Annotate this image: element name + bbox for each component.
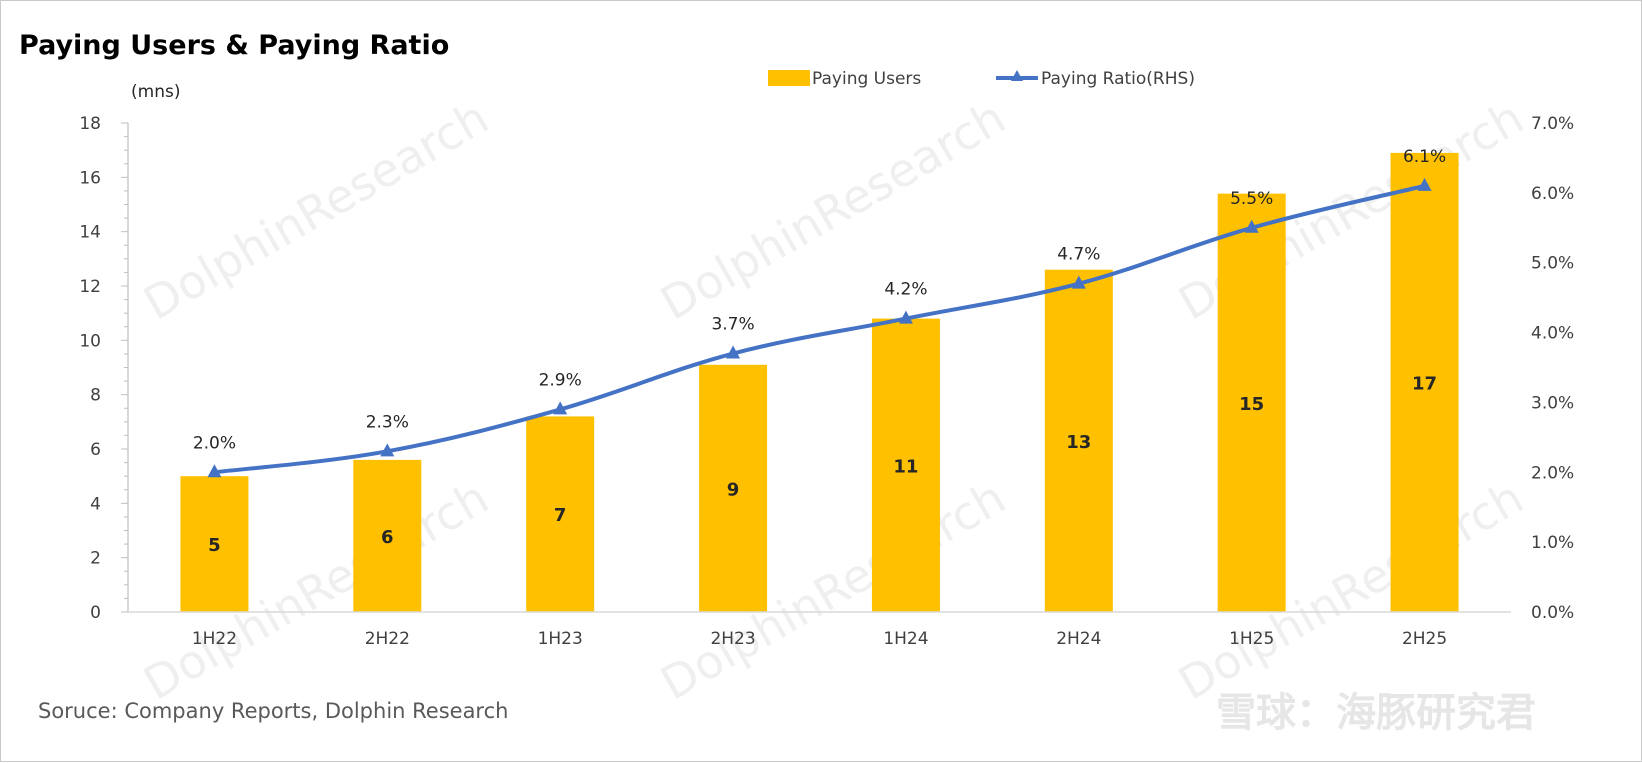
source-note: Soruce: Company Reports, Dolphin Researc…	[38, 699, 508, 723]
left-axis-tick-label: 6	[90, 440, 101, 460]
watermark-text: DolphinResearch	[135, 90, 498, 331]
chart-title: Paying Users & Paying Ratio	[19, 30, 449, 61]
right-axis-tick-label: 5.0%	[1531, 254, 1574, 274]
x-tick-label: 1H24	[883, 629, 928, 649]
ratio-label-1H24: 4.2%	[884, 280, 927, 300]
left-axis-tick-label: 18	[79, 114, 101, 134]
x-tick-label: 2H24	[1056, 629, 1101, 649]
right-axis-tick-label: 0.0%	[1531, 603, 1574, 623]
right-axis-tick-label: 3.0%	[1531, 393, 1574, 413]
legend-triangle-icon	[1011, 70, 1023, 81]
legend: Paying Users Paying Ratio(RHS)	[768, 69, 1195, 89]
right-axis-tick-label: 1.0%	[1531, 533, 1574, 553]
right-axis-tick-label: 2.0%	[1531, 463, 1574, 483]
line-series: 2.0% 2.3% 2.9% 3.7% 4.2% 4.7% 5.5% 6.1%	[193, 147, 1446, 478]
left-axis-tick-label: 0	[90, 603, 101, 623]
bar-2H23	[699, 364, 768, 612]
right-axis-tick-label: 6.0%	[1531, 184, 1574, 204]
bar-2H25	[1390, 152, 1459, 612]
left-axis-tick-label: 8	[90, 386, 101, 406]
left-axis-tick-label: 12	[79, 277, 101, 297]
paying-ratio-line	[214, 183, 1426, 475]
ratio-marker-1H25	[1244, 219, 1259, 233]
bar-label-2H22: 6	[381, 527, 394, 548]
bar-labels: 5 6 7 9 11 13 15 17	[208, 373, 1437, 556]
ratio-marker-1H22	[207, 464, 222, 478]
brand-watermark: 雪球：海豚研究君	[1216, 690, 1536, 736]
bar-1H24	[871, 318, 940, 612]
ratio-marker-2H24	[1071, 275, 1086, 289]
bar-1H23	[526, 416, 595, 612]
bar-1H22	[180, 476, 249, 612]
legend-label-paying-ratio: Paying Ratio(RHS)	[1041, 69, 1195, 89]
bar-2H22	[353, 459, 422, 612]
watermark-text: DolphinResearch	[652, 90, 1015, 331]
ratio-label-2H22: 2.3%	[366, 412, 409, 432]
bar-2H24	[1044, 269, 1113, 612]
bar-label-1H24: 11	[893, 456, 918, 477]
bar-label-1H23: 7	[554, 505, 567, 526]
ratio-label-2H25: 6.1%	[1403, 147, 1446, 167]
left-axis-tick-label: 16	[79, 168, 101, 188]
right-axis-tick-label: 7.0%	[1531, 114, 1574, 134]
ratio-marker-2H23	[726, 345, 741, 359]
bar-label-2H24: 13	[1066, 432, 1091, 453]
right-axis-tick-label: 4.0%	[1531, 324, 1574, 344]
ratio-label-1H25: 5.5%	[1230, 189, 1273, 209]
x-tick-label: 2H25	[1402, 629, 1447, 649]
ratio-marker-2H22	[380, 443, 395, 457]
x-tick-label: 1H22	[192, 629, 237, 649]
x-tick-label: 1H23	[538, 629, 583, 649]
bar-label-1H22: 5	[208, 535, 221, 556]
legend-bar-swatch	[768, 70, 810, 86]
ratio-marker-1H24	[898, 310, 913, 324]
legend-label-paying-users: Paying Users	[812, 69, 921, 89]
right-axis: 0.0% 1.0% 2.0% 3.0% 4.0% 5.0% 6.0% 7.0%	[1531, 114, 1574, 623]
bar-label-2H25: 17	[1412, 373, 1437, 394]
left-axis-tick-label: 4	[90, 494, 101, 514]
ratio-marker-2H25	[1417, 177, 1432, 191]
bar-series	[180, 152, 1459, 612]
left-axis-unit: (mns)	[131, 82, 180, 102]
x-axis-tick-labels: 1H22 2H22 1H23 2H23 1H24 2H24 1H25 2H25	[192, 629, 1447, 649]
watermark-layer: DolphinResearch DolphinResearch DolphinRes…	[135, 90, 1537, 736]
bar-1H25	[1217, 193, 1286, 612]
bar-label-1H25: 15	[1239, 394, 1264, 415]
left-axis: 0 2 4 6 8 10 12 14 16 18	[79, 114, 129, 623]
x-tick-label: 1H25	[1229, 629, 1274, 649]
ratio-label-1H22: 2.0%	[193, 433, 236, 453]
bar-label-2H23: 9	[727, 479, 740, 500]
ratio-label-1H23: 2.9%	[539, 370, 582, 390]
ratio-marker-1H23	[553, 401, 568, 415]
left-axis-tick-label: 10	[79, 331, 101, 351]
x-tick-label: 2H23	[710, 629, 755, 649]
ratio-label-2H24: 4.7%	[1057, 245, 1100, 265]
ratio-label-2H23: 3.7%	[711, 315, 754, 335]
left-axis-tick-label: 2	[90, 549, 101, 569]
left-axis-tick-label: 14	[79, 223, 101, 243]
x-tick-label: 2H22	[365, 629, 410, 649]
